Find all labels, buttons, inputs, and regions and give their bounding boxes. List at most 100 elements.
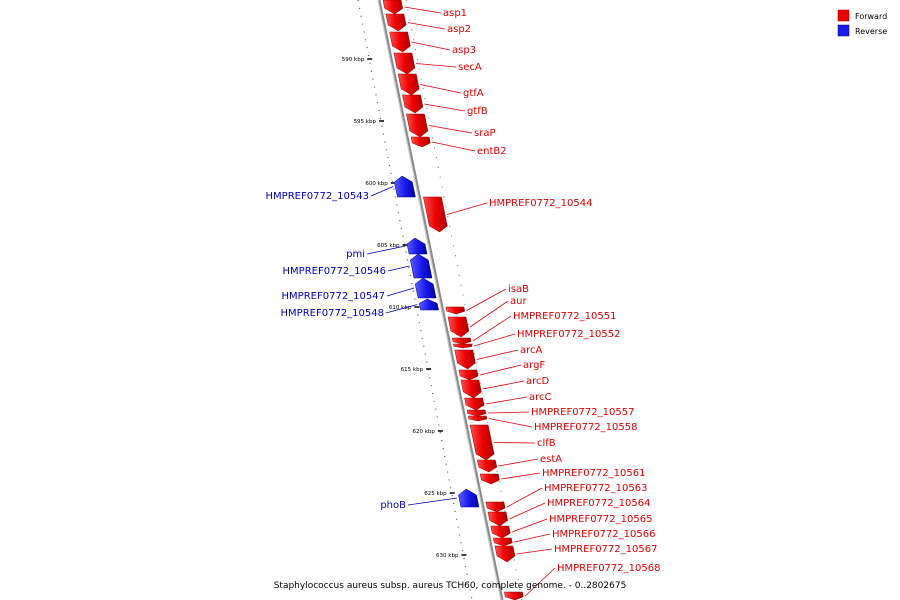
gene-label-hmpref0772-10563[interactable]: HMPREF0772_10563	[544, 483, 647, 494]
gene-arrow-gtfa[interactable]	[397, 73, 420, 96]
legend-reverse-swatch	[837, 24, 850, 37]
gene-arrow-hmpref0772-10557[interactable]	[466, 409, 487, 417]
gene-arrow-aur[interactable]	[447, 316, 470, 338]
gene-connector	[407, 497, 458, 506]
gene-arrow-argf[interactable]	[458, 369, 479, 381]
scale-tick-label: 630 kbp	[436, 553, 459, 559]
gene-connector	[366, 245, 406, 255]
gene-connector	[516, 548, 553, 555]
gene-connector	[488, 418, 533, 428]
gene-arrow-hmpref0772-10566[interactable]	[492, 537, 513, 547]
gene-arrow-hmpref0772-10543[interactable]	[394, 175, 416, 198]
gene-label-hmpref0772-10557[interactable]: HMPREF0772_10557	[531, 407, 634, 418]
gene-label-hmpref0772-10565[interactable]: HMPREF0772_10565	[549, 514, 652, 525]
gene-arrow-isab[interactable]	[445, 306, 466, 315]
gene-connector	[511, 518, 548, 533]
gene-label-hmpref0772-10543[interactable]: HMPREF0772_10543	[266, 191, 369, 202]
scale-ticks: 590 kbp 595 kbp 600 kbp 605 kbp 610 kbp 615 k…	[342, 57, 467, 559]
gene-label-esta[interactable]: estA	[540, 454, 562, 465]
legend-forward-label: Forward	[855, 12, 887, 21]
gene-arrow-hmpref0772-10547[interactable]	[414, 277, 437, 299]
scale-tick-label: 615 kbp	[401, 367, 424, 373]
gene-label-hmpref0772-10551[interactable]: HMPREF0772_10551	[513, 311, 616, 322]
gene-label-gtfb[interactable]: gtfB	[467, 106, 488, 117]
gene-label-hmpref0772-10558[interactable]: HMPREF0772_10558	[534, 422, 637, 433]
gene-arrow-hmpref0772-10546[interactable]	[410, 253, 433, 279]
gene-label-srap[interactable]: sraP	[474, 128, 495, 139]
genome-backbone-highlight	[377, 0, 502, 600]
gene-arrow-asp1[interactable]	[382, 0, 403, 15]
gene-label-hmpref0772-10564[interactable]: HMPREF0772_10564	[547, 498, 650, 509]
scale-tick-label: 625 kbp	[424, 491, 447, 497]
gene-arrow-entb2[interactable]	[410, 136, 431, 148]
gene-arrow-hmpref0772-10551[interactable]	[451, 337, 472, 345]
gene-arrow-hmpref0772-10564[interactable]	[487, 511, 508, 527]
gene-arrow-srap[interactable]	[406, 113, 429, 138]
gene-arrow-hmpref0772-10548[interactable]	[418, 298, 439, 311]
gene-arrow-hmpref0772-10558[interactable]	[467, 415, 488, 422]
gene-label-aur[interactable]: aur	[510, 296, 527, 307]
legend-forward-swatch	[837, 9, 850, 22]
gene-connector	[432, 141, 476, 152]
gene-label-phob[interactable]: phoB	[380, 500, 406, 511]
gene-label-argf[interactable]: argF	[523, 360, 545, 371]
gene-arrow-asp3[interactable]	[389, 31, 411, 53]
gene-labels: asp1 asp2 asp3 secA gtfA gtfB sraP entB2 HMPREF0…	[266, 6, 660, 597]
gene-label-hmpref0772-10566[interactable]: HMPREF0772_10566	[552, 529, 655, 540]
legend: Forward Reverse	[837, 9, 887, 37]
gene-label-gtfa[interactable]: gtfA	[463, 88, 484, 99]
gene-label-arcc[interactable]: arcC	[529, 392, 552, 403]
genome-caption: Staphylococcus aureus subsp. aureus TCH6…	[274, 581, 627, 591]
gene-label-entb2[interactable]: entB2	[477, 146, 507, 157]
gene-label-arcd[interactable]: arcD	[526, 376, 550, 387]
gene-label-clfb[interactable]: clfB	[537, 438, 556, 449]
gene-label-pmi[interactable]: pmi	[346, 249, 365, 260]
gene-arrow-arca[interactable]	[454, 349, 476, 370]
gene-label-asp3[interactable]: asp3	[452, 45, 476, 56]
genome-backbone	[377, 0, 504, 600]
gene-arrow-pmi[interactable]	[406, 237, 428, 255]
gene-arrow-hmpref0772-10567[interactable]	[494, 545, 516, 563]
gene-label-hmpref0772-10547[interactable]: HMPREF0772_10547	[282, 291, 385, 302]
gene-arrow-esta[interactable]	[476, 459, 498, 473]
gene-arrow-phob[interactable]	[458, 488, 480, 508]
scale-tick-label: 590 kbp	[342, 57, 365, 63]
gene-connector	[524, 567, 556, 597]
gene-arrow-gtfb[interactable]	[402, 94, 424, 114]
legend-reverse-label: Reverse	[855, 27, 887, 36]
gene-arrow-hmpref0772-10565[interactable]	[490, 525, 511, 539]
gene-arrow-hmpref0772-10568[interactable]	[504, 591, 524, 600]
gene-connector	[466, 288, 507, 311]
gene-label-asp1[interactable]: asp1	[443, 8, 467, 19]
gene-connector	[407, 22, 446, 30]
gene-arrow-hmpref0772-10552[interactable]	[453, 343, 473, 349]
gene-features	[382, 0, 524, 600]
gene-arrow-seca[interactable]	[393, 52, 416, 75]
gene-arrow-clfb[interactable]	[469, 424, 495, 461]
gene-label-asp2[interactable]: asp2	[447, 24, 471, 35]
gene-label-arca[interactable]: arcA	[520, 345, 543, 356]
gene-label-isab[interactable]: isaB	[508, 284, 529, 295]
gene-label-hmpref0772-10552[interactable]: HMPREF0772_10552	[517, 329, 620, 340]
gene-connector	[509, 502, 546, 520]
gene-connector	[415, 63, 457, 68]
gene-arrow-asp2[interactable]	[385, 13, 407, 32]
gene-arrow-hmpref0772-10561[interactable]	[479, 473, 500, 485]
scale-tick-label: 620 kbp	[412, 429, 435, 435]
gene-label-hmpref0772-10568[interactable]: HMPREF0772_10568	[557, 563, 660, 574]
gene-connector	[485, 396, 528, 405]
scale-tick-label: 595 kbp	[354, 119, 377, 125]
gene-arrow-hmpref0772-10544[interactable]	[423, 196, 448, 233]
gene-label-hmpref0772-10544[interactable]: HMPREF0772_10544	[489, 198, 592, 209]
gene-label-seca[interactable]: secA	[458, 62, 482, 73]
gene-arrow-arcc[interactable]	[464, 397, 485, 411]
gene-label-hmpref0772-10567[interactable]: HMPREF0772_10567	[554, 544, 657, 555]
gene-arrow-arcd[interactable]	[460, 379, 482, 399]
gene-label-hmpref0772-10546[interactable]: HMPREF0772_10546	[283, 266, 386, 277]
gene-label-hmpref0772-10548[interactable]: HMPREF0772_10548	[281, 308, 384, 319]
gene-arrow-hmpref0772-10563[interactable]	[485, 501, 506, 513]
gene-label-hmpref0772-10561[interactable]: HMPREF0772_10561	[542, 468, 645, 479]
gene-connector	[420, 84, 462, 94]
gene-connector	[472, 315, 512, 342]
